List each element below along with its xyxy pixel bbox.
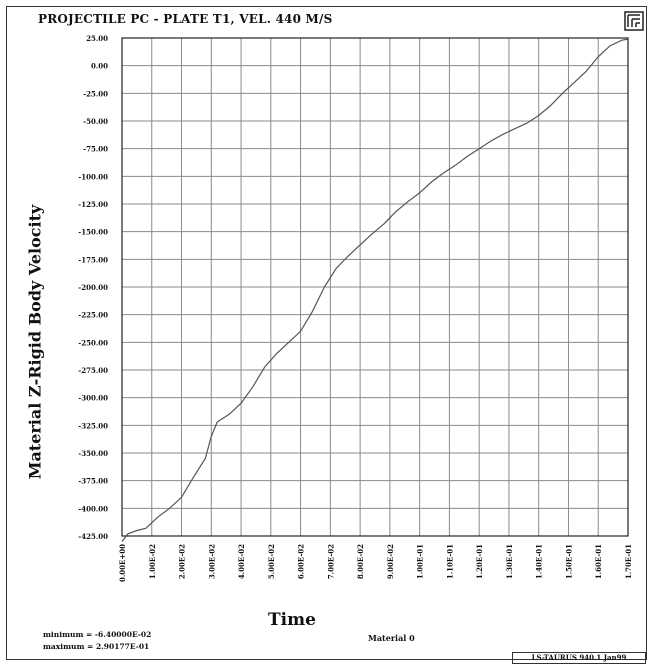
series-line [121, 38, 629, 542]
y-tick-label: 0.00 [91, 62, 108, 71]
x-tick-label: 0.00E+00 [118, 544, 127, 582]
y-tick-label: -375.00 [78, 477, 108, 486]
y-tick-label: -50.00 [83, 117, 108, 126]
y-tick-label: -250.00 [78, 338, 108, 347]
y-tick-label: -225.00 [78, 311, 108, 320]
y-tick-label: -425.00 [78, 532, 108, 541]
x-tick-label: 1.50E-01 [564, 544, 573, 579]
y-tick-label: -200.00 [78, 283, 108, 292]
footer-code: LS-TAURUS 940.1 Jan99 [512, 652, 646, 664]
maximum-note: maximum = 2.90177E-01 [43, 642, 150, 651]
x-tick-label: 1.40E-01 [535, 544, 544, 579]
x-tick-label: 1.60E-01 [594, 544, 603, 579]
y-tick-label: -275.00 [78, 366, 108, 375]
x-tick-label: 3.00E-02 [207, 544, 216, 579]
x-tick-label: 6.00E-02 [297, 544, 306, 579]
plot-area-border [121, 37, 629, 537]
y-tick-label: -25.00 [83, 89, 108, 98]
y-tick-label: -175.00 [78, 255, 108, 264]
x-tick-label: 1.30E-01 [505, 544, 514, 579]
x-tick-label: 1.70E-01 [624, 544, 633, 579]
x-tick-label: 1.00E-01 [416, 544, 425, 579]
x-tick-label: 5.00E-02 [267, 544, 276, 579]
x-tick-label: 2.00E-02 [178, 544, 187, 579]
x-axis-label: Time [268, 610, 316, 630]
software-logo [624, 11, 644, 31]
plot-frame [6, 6, 647, 660]
y-tick-label: -150.00 [78, 228, 108, 237]
y-tick-label: -100.00 [78, 172, 108, 181]
y-axis-label: Material Z-Rigid Body Velocity [25, 204, 45, 480]
x-tick-label: 8.00E-02 [356, 544, 365, 579]
x-tick-label: 1.20E-01 [475, 544, 484, 579]
material-label: Material 0 [368, 633, 415, 643]
y-tick-label: 25.00 [86, 34, 108, 43]
x-tick-label: 9.00E-02 [386, 544, 395, 579]
y-tick-label: -350.00 [78, 449, 108, 458]
minimum-note: minimum = -6.40000E-02 [43, 630, 152, 639]
y-tick-label: -125.00 [78, 200, 108, 209]
x-tick-label: 7.00E-02 [326, 544, 335, 579]
x-tick-label: 4.00E-02 [237, 544, 246, 579]
x-tick-label: 1.00E-02 [148, 544, 157, 579]
y-tick-label: -300.00 [78, 394, 108, 403]
y-tick-label: -325.00 [78, 421, 108, 430]
x-tick-label: 1.10E-01 [445, 544, 454, 579]
chart-title: PROJECTILE PC - PLATE T1, VEL. 440 M/S [38, 12, 333, 26]
y-tick-label: -400.00 [78, 504, 108, 513]
y-tick-label: -75.00 [83, 145, 108, 154]
